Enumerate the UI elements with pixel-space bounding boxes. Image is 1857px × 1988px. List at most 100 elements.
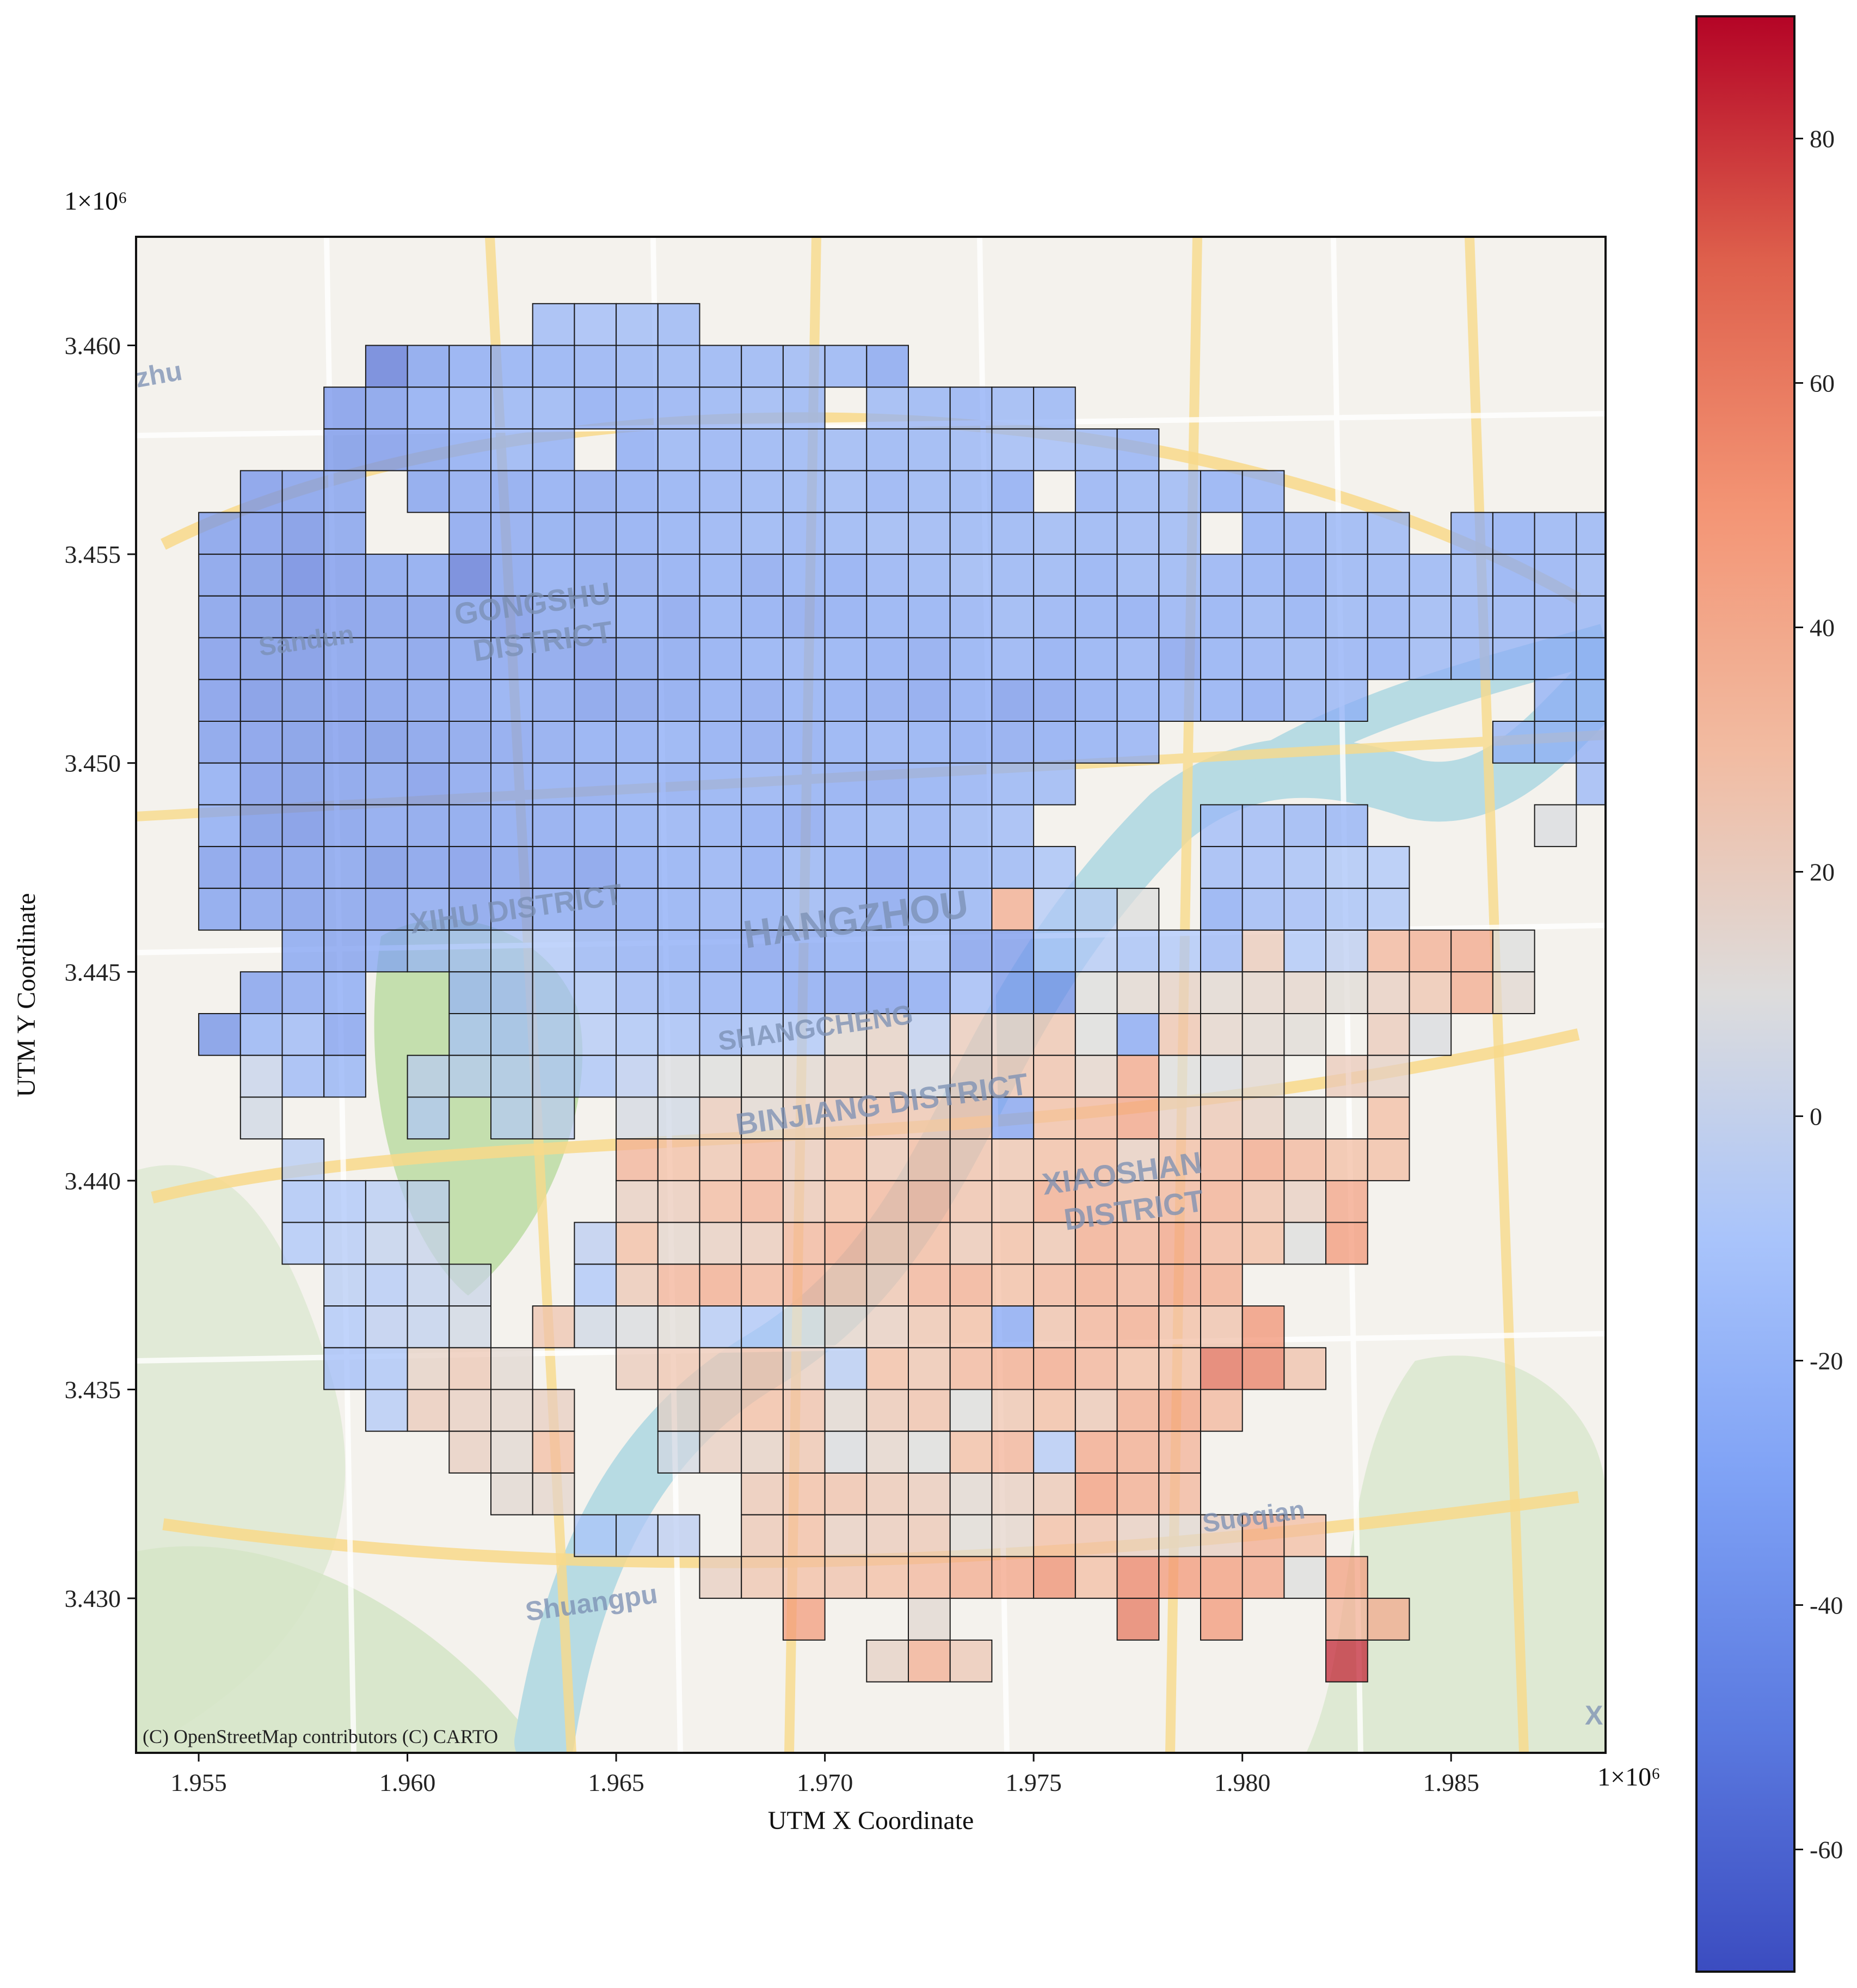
- colorbar-tick-label: 80: [1810, 125, 1835, 153]
- heatmap-cell: [490, 1013, 533, 1056]
- heatmap-cell: [1241, 971, 1285, 1015]
- y-tick-label: 3.430: [65, 1585, 121, 1612]
- heatmap-cell: [490, 345, 533, 388]
- heatmap-cell: [1033, 554, 1076, 597]
- heatmap-cell: [908, 1347, 951, 1390]
- heatmap-cell: [782, 1054, 826, 1098]
- heatmap-cell: [365, 595, 408, 639]
- heatmap-cell: [198, 512, 241, 555]
- heatmap-cell: [741, 1054, 784, 1098]
- heatmap-cell: [1283, 1138, 1327, 1181]
- heatmap-cell: [490, 554, 533, 597]
- heatmap-cell: [1158, 512, 1202, 555]
- heatmap-cell: [616, 804, 659, 848]
- heatmap-cell: [949, 1639, 993, 1683]
- heatmap-cell: [1158, 1431, 1202, 1474]
- colorbar-tick-label: 60: [1810, 370, 1835, 397]
- heatmap-cell: [741, 428, 784, 471]
- heatmap-cell: [1116, 1263, 1160, 1307]
- heatmap-cell: [532, 428, 575, 471]
- heatmap-cell: [1367, 637, 1410, 680]
- heatmap-cell: [1283, 595, 1327, 639]
- heatmap-cell: [198, 804, 241, 848]
- heatmap-cell: [866, 554, 909, 597]
- heatmap-cell: [657, 846, 700, 889]
- heatmap-cell: [782, 1514, 826, 1557]
- heatmap-cell: [407, 1347, 450, 1390]
- heatmap-cell: [1158, 637, 1202, 680]
- heatmap-cell: [782, 1431, 826, 1474]
- heatmap-cell: [824, 1556, 868, 1599]
- heatmap-cell: [908, 971, 951, 1015]
- heatmap-cell: [782, 1472, 826, 1515]
- heatmap-cell: [782, 1222, 826, 1265]
- heatmap-cell: [1409, 595, 1452, 639]
- heatmap-cell: [239, 512, 283, 555]
- heatmap-cell: [1074, 1013, 1118, 1056]
- heatmap-cell: [365, 637, 408, 680]
- heatmap-cell: [741, 721, 784, 764]
- heatmap-cell: [1325, 929, 1368, 973]
- heatmap-cell: [407, 637, 450, 680]
- heatmap-cell: [741, 846, 784, 889]
- heatmap-cell: [1074, 1431, 1118, 1474]
- heatmap-cell: [824, 1347, 868, 1390]
- heatmap-cell: [1534, 721, 1577, 764]
- heatmap-cell: [198, 887, 241, 931]
- heatmap-cell: [866, 804, 909, 848]
- heatmap-cell: [574, 971, 617, 1015]
- heatmap-cell: [866, 846, 909, 889]
- heatmap-cell: [1033, 846, 1076, 889]
- heatmap-cell: [281, 971, 325, 1015]
- heatmap-cell: [532, 386, 575, 429]
- basemap-hills-south: [136, 1546, 544, 1753]
- heatmap-cell: [1074, 1347, 1118, 1390]
- heatmap-cell: [908, 1222, 951, 1265]
- heatmap-cell: [1367, 1013, 1410, 1056]
- heatmap-cell: [908, 1639, 951, 1683]
- heatmap-cell: [908, 1305, 951, 1348]
- heatmap-cell: [407, 1096, 450, 1140]
- heatmap-cell: [991, 762, 1035, 806]
- heatmap-cell: [866, 1180, 909, 1223]
- heatmap-cell: [1033, 1389, 1076, 1432]
- heatmap-cell: [281, 721, 325, 764]
- heatmap-cell: [1158, 1096, 1202, 1140]
- x-tick-label: 1.975: [1005, 1769, 1062, 1796]
- heatmap-cell: [616, 971, 659, 1015]
- heatmap-cell: [782, 637, 826, 680]
- heatmap-cell: [657, 679, 700, 722]
- heatmap-cell: [1116, 470, 1160, 513]
- heatmap-cell: [1200, 1389, 1243, 1432]
- heatmap-cell: [1074, 470, 1118, 513]
- heatmap-cell: [239, 1054, 283, 1098]
- heatmap-cell: [824, 1389, 868, 1432]
- heatmap-cell: [741, 554, 784, 597]
- heatmap-cell: [407, 1222, 450, 1265]
- heatmap-cell: [407, 679, 450, 722]
- heatmap-cell: [1033, 1222, 1076, 1265]
- heatmap-cell: [1074, 1472, 1118, 1515]
- heatmap-cell: [616, 679, 659, 722]
- heatmap-cell: [365, 428, 408, 471]
- heatmap-cell: [1074, 1305, 1118, 1348]
- heatmap-cell: [532, 721, 575, 764]
- heatmap-cell: [323, 470, 366, 513]
- heatmap-cell: [365, 887, 408, 931]
- heatmap-cell: [866, 1263, 909, 1307]
- x-axis: 1.955 1.960 1.965 1.970 1.975 1.980 1.985: [170, 1753, 1479, 1796]
- heatmap-cell: [616, 595, 659, 639]
- heatmap-cell: [1283, 1514, 1327, 1557]
- heatmap-cell: [699, 679, 742, 722]
- heatmap-cell: [1200, 1556, 1243, 1599]
- heatmap-cell: [1033, 1096, 1076, 1140]
- heatmap-cell: [365, 1180, 408, 1223]
- heatmap-cell: [239, 470, 283, 513]
- x-tick-label: 1.955: [170, 1769, 227, 1796]
- heatmap-cell: [616, 386, 659, 429]
- heatmap-cell: [699, 1222, 742, 1265]
- heatmap-cell: [1074, 1556, 1118, 1599]
- heatmap-cell: [365, 1222, 408, 1265]
- heatmap-cell: [991, 595, 1035, 639]
- heatmap-cell: [365, 1305, 408, 1348]
